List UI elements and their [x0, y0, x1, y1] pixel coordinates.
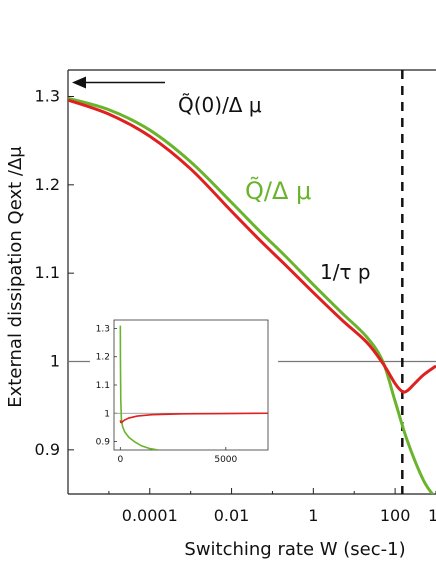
x-tick-label: 1	[428, 506, 436, 525]
annotations: Q̃(0)/Δ μ Q̃/Δ μ 1/τ p	[178, 93, 371, 284]
x-tick-label: 1	[308, 506, 318, 525]
inset-series-line-green	[119, 325, 159, 450]
inset-plot: 0.9 1 1.1 1.2 1.3 0 5000	[90, 312, 278, 472]
inset-x-tick-label: 0	[117, 455, 123, 465]
x-tick-label: 0.0001	[122, 506, 178, 525]
y-tick-label: 0.9	[35, 440, 60, 459]
inset-series-line-red	[119, 412, 268, 424]
inset-x-tick-label: 5000	[214, 455, 237, 465]
inset-y-tick-label: 1.3	[96, 324, 110, 334]
inset-y-tick-label: 1.1	[96, 381, 110, 391]
inset-y-tick-label: 1.2	[96, 353, 110, 363]
y-tick-label: 1.3	[35, 87, 60, 106]
main-plot: 0.9 1 1.1 1.2 1.3 0.0001 0.01 1 100 1	[35, 69, 436, 525]
x-tick-label: 0.01	[214, 506, 250, 525]
inset-y-tick-label: 1	[104, 409, 110, 419]
y-tick-label: 1.1	[35, 263, 60, 282]
inset-y-tick-label: 0.9	[96, 438, 111, 448]
x-tick-label: 100	[380, 506, 411, 525]
q-annotation: Q̃/Δ μ	[245, 177, 311, 205]
axis-labels: External dissipation Qext /Δμ Switching …	[5, 146, 406, 560]
series-line-green	[68, 96, 435, 494]
series-line-red	[68, 98, 436, 394]
q0-annotation: Q̃(0)/Δ μ	[178, 93, 262, 117]
q0-arrow-head	[72, 76, 86, 89]
tau-p-annotation: 1/τ p	[320, 260, 371, 284]
y-tick-label: 1.2	[35, 175, 60, 194]
y-axis-label: External dissipation Qext /Δμ	[5, 146, 26, 408]
y-tick-label: 1	[50, 352, 60, 371]
inset-background	[90, 312, 278, 472]
x-axis-label: Switching rate W (sec-1)	[184, 539, 405, 560]
